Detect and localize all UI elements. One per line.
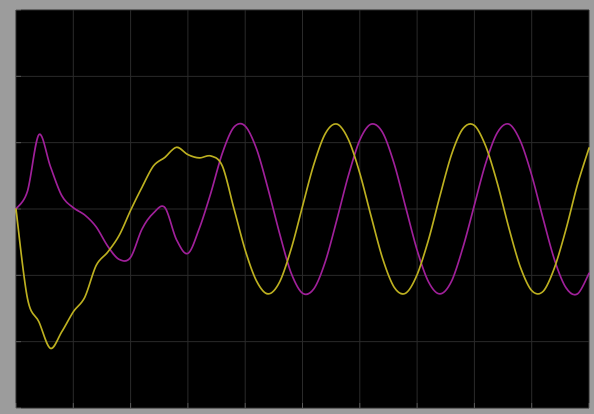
traces (15, 122, 590, 350)
series-2-line (15, 123, 590, 350)
axis-ticks (15, 9, 590, 409)
series-1-line (15, 122, 590, 296)
